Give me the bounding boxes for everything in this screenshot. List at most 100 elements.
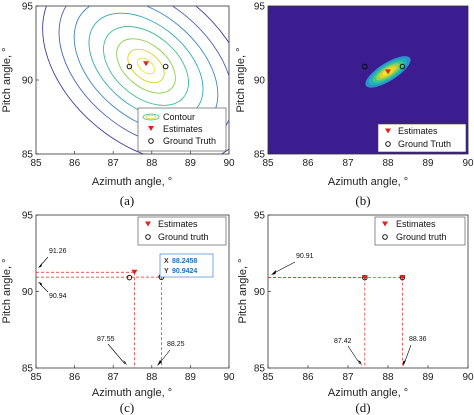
chart-a-ytick-label: 90	[22, 76, 34, 87]
contour-line	[136, 57, 156, 75]
chart-d-ylabel: Pitch angle, °	[237, 259, 249, 324]
annotation-90-91: 90.91	[296, 253, 314, 260]
legend-ground-truth-marker	[382, 234, 388, 240]
chart-b: 85 86 87 88 89 90 85 90 95 Azimuth angle, ° Pitc…	[235, 2, 474, 209]
chart-c-datatip[interactable]: X 88.2458 Y 90.9424	[157, 253, 214, 278]
datatip-y-value: 90.9424	[172, 268, 197, 275]
legend-estimate-marker	[385, 128, 391, 134]
chart-a-xtick-label: 87	[108, 158, 120, 169]
datatip-x-label: X	[164, 258, 169, 265]
annotation-88-36: 88.36	[409, 336, 427, 343]
legend-estimate-label: Estimates	[163, 124, 203, 134]
legend-ground-truth-label: Ground Truth	[398, 139, 451, 149]
legend-contour-swatch	[142, 113, 160, 121]
chart-a-xtick-label: 89	[185, 158, 197, 169]
chart-d-panel-label: (d)	[355, 400, 370, 415]
ground-truth-marker	[362, 63, 368, 70]
chart-c-ytick-label: 85	[22, 364, 34, 375]
ground-truth-marker	[399, 63, 406, 70]
contour-line	[42, 6, 229, 154]
chart-b-ytick-label: 95	[254, 2, 266, 13]
datatip-y-label: Y	[164, 268, 169, 275]
chart-d-xtick-label: 89	[422, 372, 434, 383]
chart-b-ytick-label: 85	[254, 150, 266, 161]
chart-b-xlabel: Azimuth angle, °	[328, 176, 408, 188]
legend-estimate-label: Estimates	[396, 219, 436, 229]
annotation-91-26: 91.26	[49, 248, 67, 255]
chart-b-xtick-label: 90	[462, 158, 474, 169]
chart-c-xtick-label: 87	[108, 372, 120, 383]
legend-ground-truth-label: Ground truth	[158, 232, 209, 242]
chart-c-xtick-label: 89	[185, 372, 197, 383]
chart-b-ylabel: Pitch angle, °	[235, 48, 247, 113]
legend-ground-truth-marker	[148, 138, 154, 144]
chart-a-legend: Contour Estimates Ground Truth	[137, 107, 227, 152]
chart-a-xlabel: Azimuth angle, °	[92, 176, 172, 188]
legend-ground-truth-marker	[145, 234, 151, 240]
chart-b-legend: Estimates Ground Truth	[377, 123, 467, 153]
chart-c-legend: Estimates Ground truth	[137, 216, 227, 246]
chart-b-ytick-label: 90	[254, 76, 266, 87]
annotation-90-94: 90.94	[49, 293, 67, 300]
chart-b-xtick-label: 88	[382, 158, 394, 169]
chart-d-xtick-label: 87	[342, 372, 354, 383]
chart-d-ytick-label: 85	[254, 364, 266, 375]
chart-a-ytick-label: 85	[22, 150, 34, 161]
chart-a-panel-label: (a)	[120, 193, 134, 208]
legend-ground-truth-label: Ground Truth	[163, 136, 216, 146]
legend-ground-truth-label: Ground truth	[396, 232, 447, 242]
chart-d-plot-area	[267, 214, 469, 369]
estimate-marker	[361, 275, 368, 281]
ground-truth-marker	[126, 63, 133, 70]
contour-line	[116, 38, 176, 94]
legend-ground-truth-marker	[385, 141, 391, 147]
chart-d-xtick-label: 85	[262, 372, 274, 383]
legend-estimate-marker	[382, 221, 388, 227]
chart-d-ytick-label: 90	[254, 287, 266, 298]
estimate-marker	[385, 69, 391, 75]
chart-d-xtick-label: 86	[302, 372, 314, 383]
chart-c-xtick-label: 88	[146, 372, 158, 383]
chart-a-ytick-label: 95	[22, 2, 34, 13]
legend-estimate-marker	[148, 126, 154, 131]
chart-d-xtick-label: 90	[462, 372, 474, 383]
estimate-marker	[131, 269, 138, 275]
annotation-87-55: 87.55	[97, 336, 115, 343]
chart-a-ylabel: Pitch angle, °	[1, 48, 13, 113]
ground-truth-marker	[126, 274, 133, 281]
contour-line	[103, 26, 189, 106]
annotation-88-25: 88.25	[167, 341, 185, 348]
annotation-87-42: 87.42	[334, 338, 352, 345]
chart-c-panel-label: (c)	[120, 400, 134, 415]
chart-c: 85 86 87 88 89 90 85 90 95 91.26 90.94 87.55 88.…	[1, 211, 235, 415]
chart-a-xtick-label: 85	[30, 158, 42, 169]
chart-b-xtick-label: 86	[302, 158, 314, 169]
chart-c-xtick-label: 85	[30, 372, 42, 383]
chart-d: 85 86 87 88 89 90 85 90 95 90.91 87.42 88.36 Azi…	[237, 211, 474, 415]
legend-estimate-label: Estimates	[158, 219, 198, 229]
datatip-x-value: 88.2458	[172, 258, 197, 265]
chart-b-xtick-label: 89	[422, 158, 434, 169]
chart-d-legend: Estimates Ground truth	[374, 216, 466, 246]
chart-d-annotations: 90.91 87.42 88.36	[271, 253, 427, 366]
chart-a: 85 86 87 88 89 90 85 90 95 Azimuth angle, ° Pitc…	[1, 2, 235, 209]
chart-c-ytick-label: 90	[22, 287, 34, 298]
legend-estimate-marker	[145, 221, 151, 227]
contour-line	[127, 48, 165, 84]
chart-c-xtick-label: 86	[69, 372, 81, 383]
chart-a-xtick-label: 88	[146, 158, 158, 169]
chart-c-ylabel: Pitch angle, °	[1, 259, 13, 324]
chart-c-xlabel: Azimuth angle, °	[92, 387, 172, 399]
estimate-marker	[143, 61, 150, 67]
chart-c-xtick-label: 90	[223, 372, 235, 383]
chart-b-panel-label: (b)	[355, 193, 370, 208]
chart-a-xtick-label: 90	[223, 158, 235, 169]
chart-a-xtick-label: 86	[69, 158, 81, 169]
chart-b-xtick-label: 87	[342, 158, 354, 169]
legend-contour-label: Contour	[163, 112, 195, 122]
ground-truth-marker	[162, 63, 169, 70]
chart-c-ytick-label: 95	[22, 211, 34, 222]
chart-b-xtick-label: 85	[262, 158, 274, 169]
chart-d-xlabel: Azimuth angle, °	[328, 387, 408, 399]
